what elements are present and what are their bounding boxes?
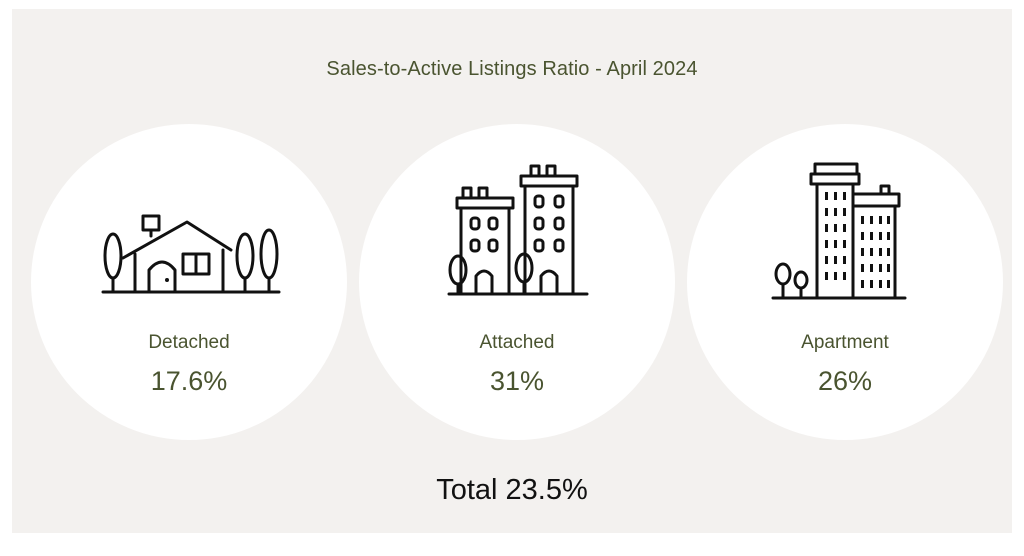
- category-value: 17.6%: [150, 366, 228, 396]
- page-title: Sales-to-Active Listings Ratio - April 2…: [326, 58, 698, 80]
- category-value: 26%: [817, 366, 873, 396]
- category-value: 31%: [489, 366, 545, 396]
- category-label: Detached: [148, 332, 230, 353]
- category-label: Attached: [479, 332, 555, 353]
- house-icon: [101, 214, 281, 294]
- apartment-icon: [771, 162, 907, 300]
- card-apartment: Apartment 26%: [687, 124, 1003, 440]
- card-attached: Attached 31%: [359, 124, 675, 440]
- card-detached: Detached 17.6%: [31, 124, 347, 440]
- category-label: Apartment: [801, 332, 889, 353]
- total-ratio: Total 23.5%: [436, 474, 588, 506]
- townhouse-icon: [447, 164, 589, 296]
